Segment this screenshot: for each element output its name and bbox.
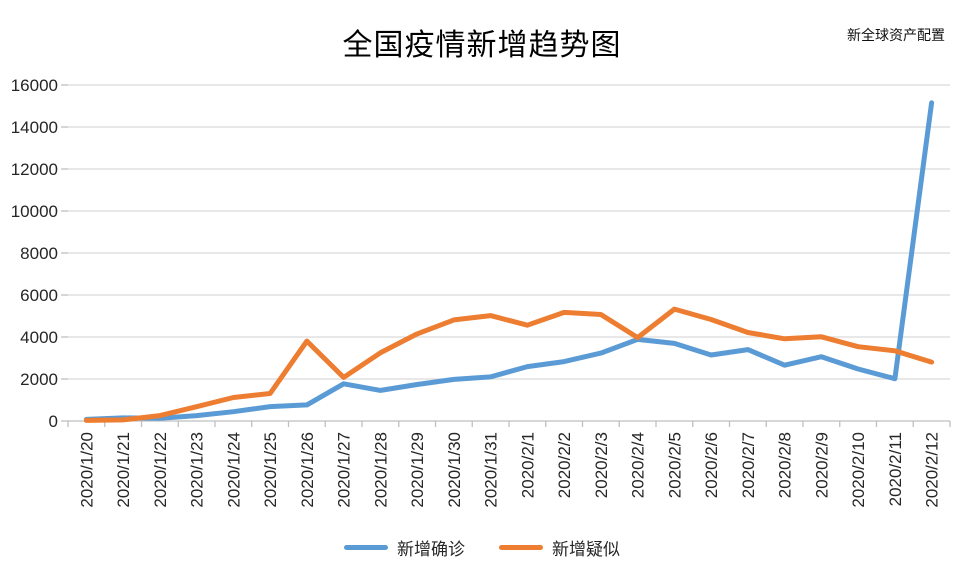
- x-axis-label: 2020/2/11: [886, 432, 905, 506]
- legend-item-suspected: 新增疑似: [499, 535, 620, 560]
- y-axis-label: 0: [49, 412, 58, 431]
- chart-title: 全国疫情新增趋势图: [342, 29, 622, 62]
- y-axis-label: 14000: [11, 118, 58, 137]
- x-axis-label: 2020/1/22: [151, 432, 170, 508]
- y-axis-label: 8000: [20, 244, 58, 263]
- x-axis-label: 2020/1/29: [408, 432, 427, 508]
- x-axis-label: 2020/1/31: [482, 432, 501, 508]
- x-axis-label: 2020/1/28: [371, 432, 390, 508]
- y-axis-label: 6000: [20, 286, 58, 305]
- legend-line-swatch-suspected: [499, 545, 543, 550]
- legend-label-suspected: 新增疑似: [552, 540, 620, 559]
- x-axis-label: 2020/1/21: [114, 432, 133, 508]
- x-axis-label: 2020/2/8: [776, 432, 795, 498]
- legend-item-confirmed: 新增确诊: [344, 535, 465, 560]
- series-line-confirmed: [83, 100, 935, 422]
- y-axis-label: 16000: [11, 76, 58, 95]
- x-axis-label: 2020/1/20: [77, 432, 96, 508]
- watermark-label: 新全球资产配置: [847, 27, 945, 43]
- x-axis-label: 2020/2/1: [518, 432, 537, 498]
- y-axis-label: 4000: [20, 328, 58, 347]
- legend-line-swatch-confirmed: [344, 545, 388, 550]
- x-axis-label: 2020/2/9: [812, 432, 831, 498]
- y-axis-label: 12000: [11, 160, 58, 179]
- x-axis-label: 2020/2/2: [555, 432, 574, 498]
- x-axis-label: 2020/2/10: [849, 432, 868, 508]
- y-axis-label: 2000: [20, 370, 58, 389]
- x-axis-label: 2020/1/26: [298, 432, 317, 508]
- y-axis-label: 10000: [11, 202, 58, 221]
- x-axis-label: 2020/1/24: [224, 432, 243, 508]
- x-axis-label: 2020/1/30: [445, 432, 464, 508]
- series-line-suspected: [83, 306, 935, 423]
- x-axis-label: 2020/1/25: [261, 432, 280, 508]
- x-axis-label: 2020/1/27: [335, 432, 354, 508]
- chart-legend: 新增确诊 新增疑似: [0, 535, 964, 560]
- x-axis-label: 2020/1/23: [188, 432, 207, 508]
- x-axis-label: 2020/2/6: [702, 432, 721, 498]
- x-axis-label: 2020/2/4: [629, 432, 648, 498]
- x-axis-label: 2020/2/5: [665, 432, 684, 498]
- x-axis-label: 2020/2/7: [739, 432, 758, 498]
- x-axis-label: 2020/2/12: [923, 432, 942, 508]
- x-axis-label: 2020/2/3: [592, 432, 611, 498]
- legend-label-confirmed: 新增确诊: [397, 540, 465, 559]
